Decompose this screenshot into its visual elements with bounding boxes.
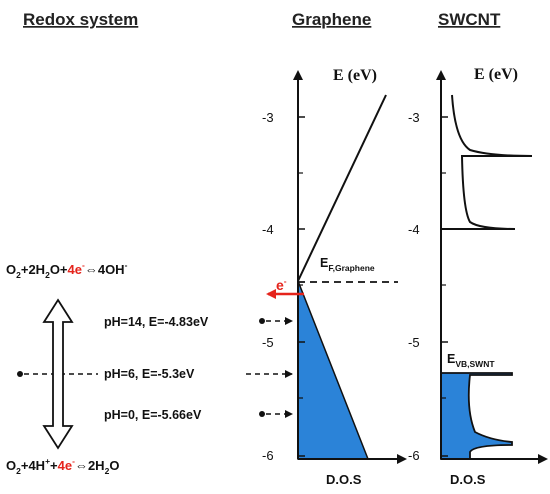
- valence-band-label: EVB,SWNT: [447, 352, 495, 369]
- graphene-dos-label: D.O.S: [326, 472, 362, 487]
- swcnt-tick-label: -6: [408, 448, 420, 463]
- swcnt-tick-label: -4: [408, 222, 420, 237]
- swcnt-tick-label: -5: [408, 335, 420, 350]
- redox-double-arrow: [42, 298, 74, 450]
- graphene-occupied-states: [297, 280, 370, 460]
- graphene-tick-label: -3: [262, 110, 274, 125]
- electron-label: e-: [276, 276, 287, 293]
- swcnt-vhs-top: [451, 94, 533, 157]
- swcnt-ticks: [441, 116, 448, 457]
- redox-equation-bottom: O2+4H++4e-⇔2H2O: [6, 456, 119, 476]
- swcnt-occupied-states: [440, 372, 513, 460]
- graphene-tick-label: -4: [262, 222, 274, 237]
- swcnt-header: SWCNT: [438, 10, 501, 29]
- swcnt-dos-label: D.O.S: [450, 472, 486, 487]
- redox-equation-top: O2+2H2O+4e-⇔4OH-: [6, 260, 128, 280]
- graphene-tick-label: -6: [262, 448, 274, 463]
- graphene-header: Graphene: [292, 10, 371, 29]
- graphene-cone-line: [297, 94, 387, 282]
- ph-level-label: pH=14, E=-4.83eV: [104, 315, 209, 329]
- swcnt-energy-axis-label: E (eV): [474, 66, 518, 83]
- ph-level-label: pH=6, E=-5.3eV: [104, 367, 195, 381]
- swcnt-vhs-mid: [460, 155, 532, 230]
- ph-level-label: pH=0, E=-5.66eV: [104, 408, 202, 422]
- graphene-tick-label: -5: [262, 335, 274, 350]
- ph-level-dot: [259, 318, 265, 324]
- graphene-energy-axis-label: E (eV): [333, 67, 377, 84]
- graphene-ticks: [298, 116, 305, 457]
- swcnt-tick-label: -3: [408, 110, 420, 125]
- redox-system-header: Redox system: [23, 10, 138, 29]
- ph-level-dot: [259, 411, 265, 417]
- fermi-level-label: EF,Graphene: [320, 256, 375, 273]
- ph-level-dot: [17, 371, 23, 377]
